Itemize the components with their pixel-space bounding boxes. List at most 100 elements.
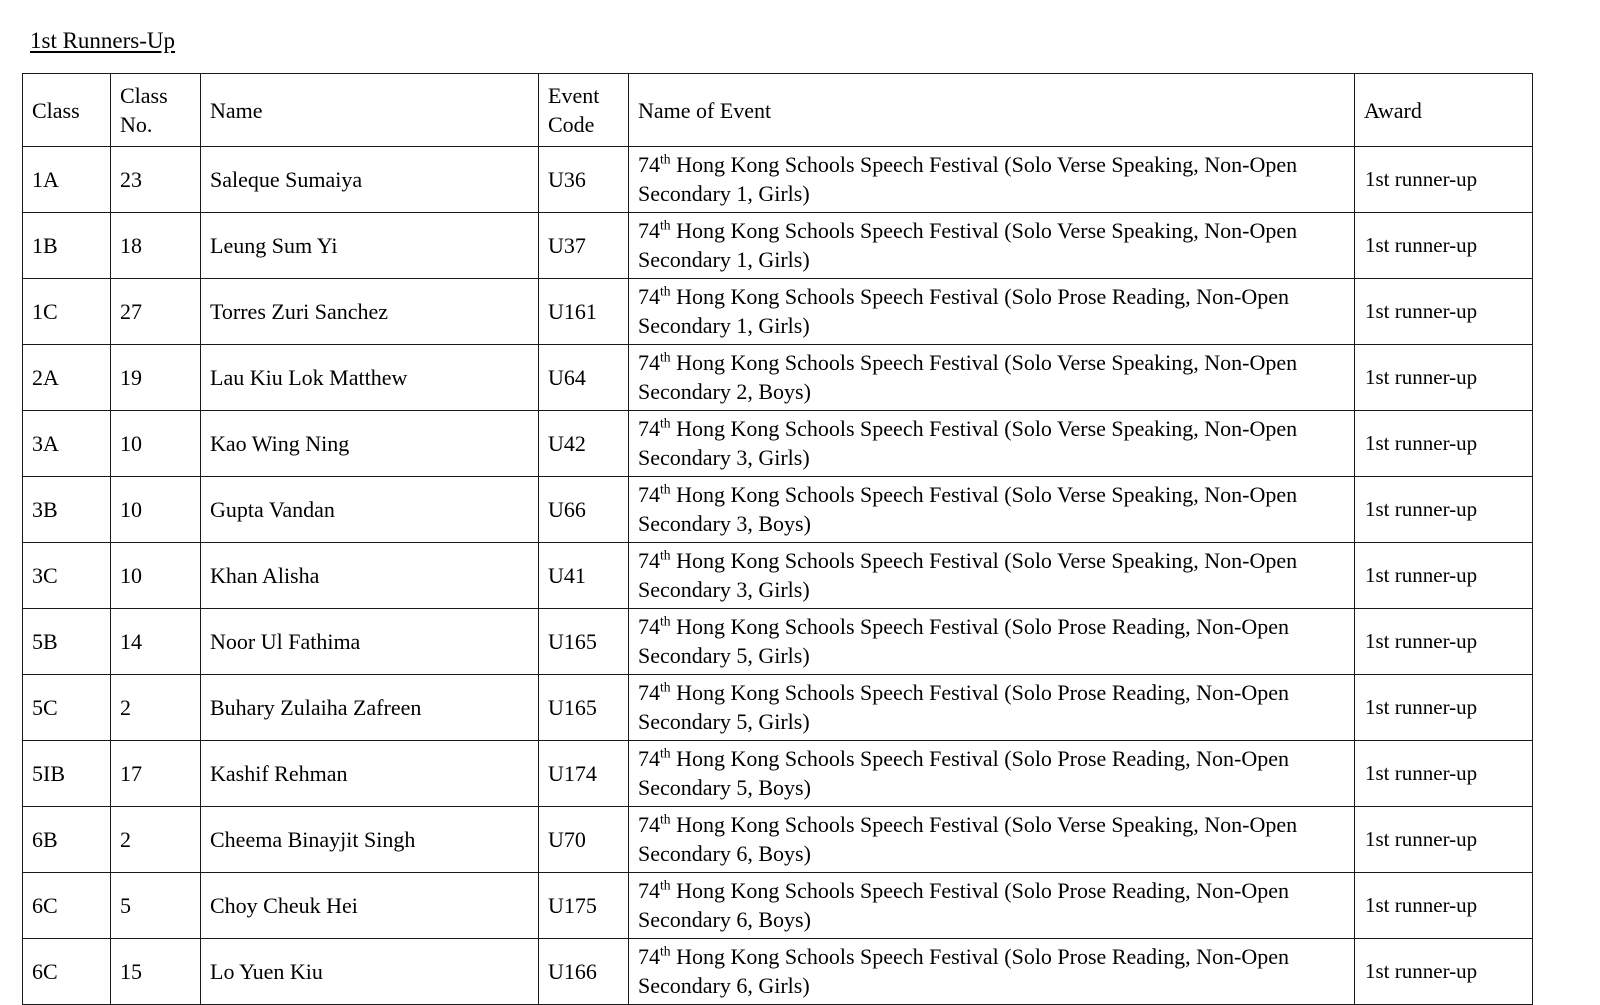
cell-event-code: U41 bbox=[538, 542, 629, 609]
cell-class: 5B bbox=[22, 608, 111, 675]
cell-event-code-text: U66 bbox=[548, 496, 586, 522]
event-ordinal-number: 74 bbox=[638, 152, 660, 177]
event-ordinal-suffix: th bbox=[660, 415, 671, 431]
cell-class-no: 18 bbox=[110, 212, 201, 279]
cell-class-text: 5IB bbox=[32, 760, 65, 786]
cell-class-no: 2 bbox=[110, 806, 201, 873]
cell-class-text: 5B bbox=[32, 628, 58, 654]
event-ordinal-number: 74 bbox=[638, 548, 660, 573]
table-row: 1B 18 Leung Sum Yi U37 74th Hong Kong School… bbox=[22, 212, 1533, 279]
cell-name: Leung Sum Yi bbox=[200, 212, 539, 279]
cell-class-no-text: 19 bbox=[120, 364, 142, 390]
cell-award: 1st runner-up bbox=[1354, 542, 1533, 609]
cell-award: 1st runner-up bbox=[1354, 278, 1533, 345]
cell-class-text: 1B bbox=[32, 232, 58, 258]
event-name-body: Hong Kong Schools Speech Festival (Solo … bbox=[638, 350, 1298, 404]
event-ordinal-number: 74 bbox=[638, 218, 660, 243]
cell-class: 3B bbox=[22, 476, 111, 543]
cell-event-name: 74th Hong Kong Schools Speech Festival (… bbox=[628, 410, 1355, 477]
cell-name: Cheema Binayjit Singh bbox=[200, 806, 539, 873]
cell-class-no: 23 bbox=[110, 146, 201, 213]
cell-class-no-text: 10 bbox=[120, 496, 142, 522]
event-name-body: Hong Kong Schools Speech Festival (Solo … bbox=[638, 284, 1289, 338]
event-name-body: Hong Kong Schools Speech Festival (Solo … bbox=[638, 944, 1289, 998]
event-ordinal-suffix: th bbox=[660, 877, 671, 893]
cell-class-text: 6C bbox=[32, 958, 58, 984]
cell-name-text: Choy Cheuk Hei bbox=[210, 892, 358, 918]
event-ordinal-number: 74 bbox=[638, 812, 660, 837]
cell-name-text: Kashif Rehman bbox=[210, 760, 348, 786]
column-header-event-code: Event Code bbox=[538, 73, 629, 147]
event-ordinal-suffix: th bbox=[660, 217, 671, 233]
cell-event-code-text: U36 bbox=[548, 166, 586, 192]
cell-class: 6C bbox=[22, 938, 111, 1005]
event-ordinal-number: 74 bbox=[638, 680, 660, 705]
table-row: 5C 2 Buhary Zulaiha Zafreen U165 74th Hong K… bbox=[22, 674, 1533, 741]
cell-award: 1st runner-up bbox=[1354, 806, 1533, 873]
cell-award: 1st runner-up bbox=[1354, 146, 1533, 213]
cell-class-text: 2A bbox=[32, 364, 59, 390]
cell-class-no-text: 5 bbox=[120, 892, 131, 918]
cell-name-text: Lau Kiu Lok Matthew bbox=[210, 364, 408, 390]
cell-class-text: 3C bbox=[32, 562, 58, 588]
cell-name-text: Khan Alisha bbox=[210, 562, 320, 588]
cell-event-name: 74th Hong Kong Schools Speech Festival (… bbox=[628, 740, 1355, 807]
event-name-body: Hong Kong Schools Speech Festival (Solo … bbox=[638, 548, 1298, 602]
event-name-body: Hong Kong Schools Speech Festival (Solo … bbox=[638, 218, 1298, 272]
column-header-event-name: Name of Event bbox=[628, 73, 1355, 147]
event-ordinal-number: 74 bbox=[638, 878, 660, 903]
cell-event-name-text: 74th Hong Kong Schools Speech Festival (… bbox=[629, 147, 1354, 212]
column-header-class-label: Class bbox=[32, 97, 80, 123]
event-ordinal-suffix: th bbox=[660, 943, 671, 959]
cell-name: Gupta Vandan bbox=[200, 476, 539, 543]
cell-name-text: Torres Zuri Sanchez bbox=[210, 298, 389, 324]
cell-event-code: U37 bbox=[538, 212, 629, 279]
cell-class-no-text: 10 bbox=[120, 430, 142, 456]
cell-event-code-text: U70 bbox=[548, 826, 586, 852]
cell-event-code: U64 bbox=[538, 344, 629, 411]
cell-award-text: 1st runner-up bbox=[1365, 628, 1478, 653]
column-header-event-name-label: Name of Event bbox=[638, 97, 772, 123]
event-name-body: Hong Kong Schools Speech Festival (Solo … bbox=[638, 680, 1289, 734]
event-name-body: Hong Kong Schools Speech Festival (Solo … bbox=[638, 812, 1298, 866]
table-row: 3B 10 Gupta Vandan U66 74th Hong Kong School… bbox=[22, 476, 1533, 543]
cell-award: 1st runner-up bbox=[1354, 476, 1533, 543]
cell-class-no: 2 bbox=[110, 674, 201, 741]
cell-event-name: 74th Hong Kong Schools Speech Festival (… bbox=[628, 872, 1355, 939]
cell-class-text: 3A bbox=[32, 430, 59, 456]
cell-award: 1st runner-up bbox=[1354, 872, 1533, 939]
table-row: 5IB 17 Kashif Rehman U174 74th Hong Kong Sch… bbox=[22, 740, 1533, 807]
cell-class-no-text: 23 bbox=[120, 166, 142, 192]
cell-class: 5IB bbox=[22, 740, 111, 807]
cell-class: 6C bbox=[22, 872, 111, 939]
column-header-event-code-label: Event Code bbox=[548, 83, 600, 137]
column-header-award: Award bbox=[1354, 73, 1533, 147]
cell-class-text: 6C bbox=[32, 892, 58, 918]
table-row: 1C 27 Torres Zuri Sanchez U161 74th Hong Kon… bbox=[22, 278, 1533, 345]
cell-name-text: Lo Yuen Kiu bbox=[210, 958, 323, 984]
cell-class-text: 3B bbox=[32, 496, 58, 522]
cell-event-name-text: 74th Hong Kong Schools Speech Festival (… bbox=[629, 411, 1354, 476]
cell-event-code: U165 bbox=[538, 608, 629, 675]
cell-class-text: 6B bbox=[32, 826, 58, 852]
cell-award-text: 1st runner-up bbox=[1365, 826, 1478, 851]
cell-class-no-text: 14 bbox=[120, 628, 142, 654]
table-row: 2A 19 Lau Kiu Lok Matthew U64 74th Hong Kong… bbox=[22, 344, 1533, 411]
event-name-body: Hong Kong Schools Speech Festival (Solo … bbox=[638, 482, 1298, 536]
cell-event-code-text: U166 bbox=[548, 958, 597, 984]
cell-event-code: U165 bbox=[538, 674, 629, 741]
cell-event-name: 74th Hong Kong Schools Speech Festival (… bbox=[628, 344, 1355, 411]
cell-class: 6B bbox=[22, 806, 111, 873]
cell-award: 1st runner-up bbox=[1354, 212, 1533, 279]
cell-event-code-text: U42 bbox=[548, 430, 586, 456]
event-ordinal-suffix: th bbox=[660, 613, 671, 629]
cell-award-text: 1st runner-up bbox=[1365, 166, 1478, 191]
cell-event-name: 74th Hong Kong Schools Speech Festival (… bbox=[628, 278, 1355, 345]
cell-class-no-text: 18 bbox=[120, 232, 142, 258]
event-ordinal-number: 74 bbox=[638, 746, 660, 771]
cell-name: Noor Ul Fathima bbox=[200, 608, 539, 675]
event-ordinal-suffix: th bbox=[660, 151, 671, 167]
cell-event-name-text: 74th Hong Kong Schools Speech Festival (… bbox=[629, 279, 1354, 344]
cell-class-no: 5 bbox=[110, 872, 201, 939]
cell-name-text: Saleque Sumaiya bbox=[210, 166, 363, 192]
